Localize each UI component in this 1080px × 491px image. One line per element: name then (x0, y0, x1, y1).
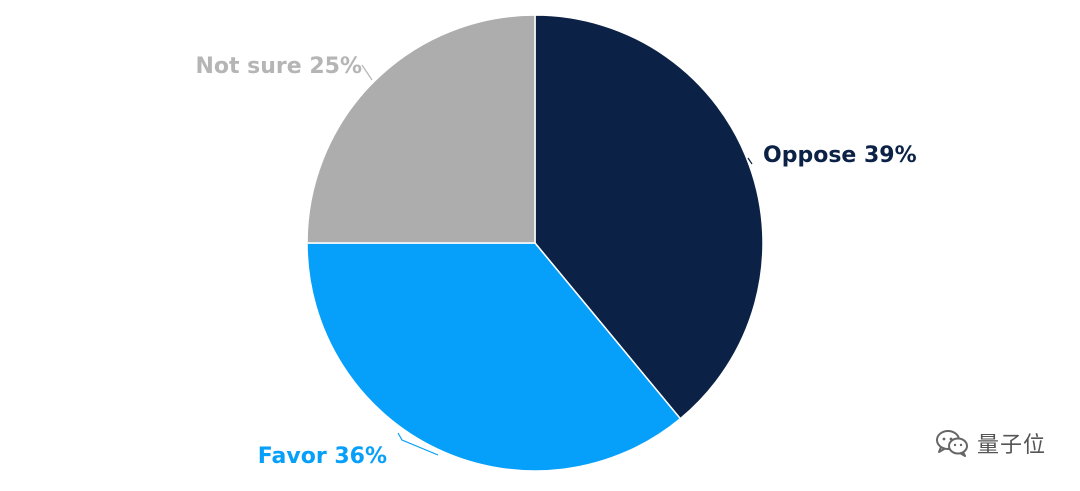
leader-lines (361, 64, 753, 456)
pie-slice-oppose (534, 14, 764, 420)
pie-slice-not-sure (306, 14, 536, 244)
slice-label-favor: Favor 36% (258, 444, 387, 469)
slice-label-oppose: Oppose 39% (763, 143, 917, 168)
watermark-text: 量子位 (976, 433, 1046, 458)
leader-line-favor (397, 432, 439, 456)
pie-slice-favor (306, 242, 682, 472)
slice-label-not-sure: Not sure 25% (195, 54, 362, 79)
leader-line-oppose (747, 157, 753, 165)
pie-slices (306, 14, 764, 472)
watermark: 量子位 (935, 427, 1046, 459)
slice-labels: Oppose 39% Favor 36% Not sure 25% (195, 54, 916, 469)
leader-line-not-sure (361, 64, 373, 81)
wechat-icon (935, 430, 968, 457)
